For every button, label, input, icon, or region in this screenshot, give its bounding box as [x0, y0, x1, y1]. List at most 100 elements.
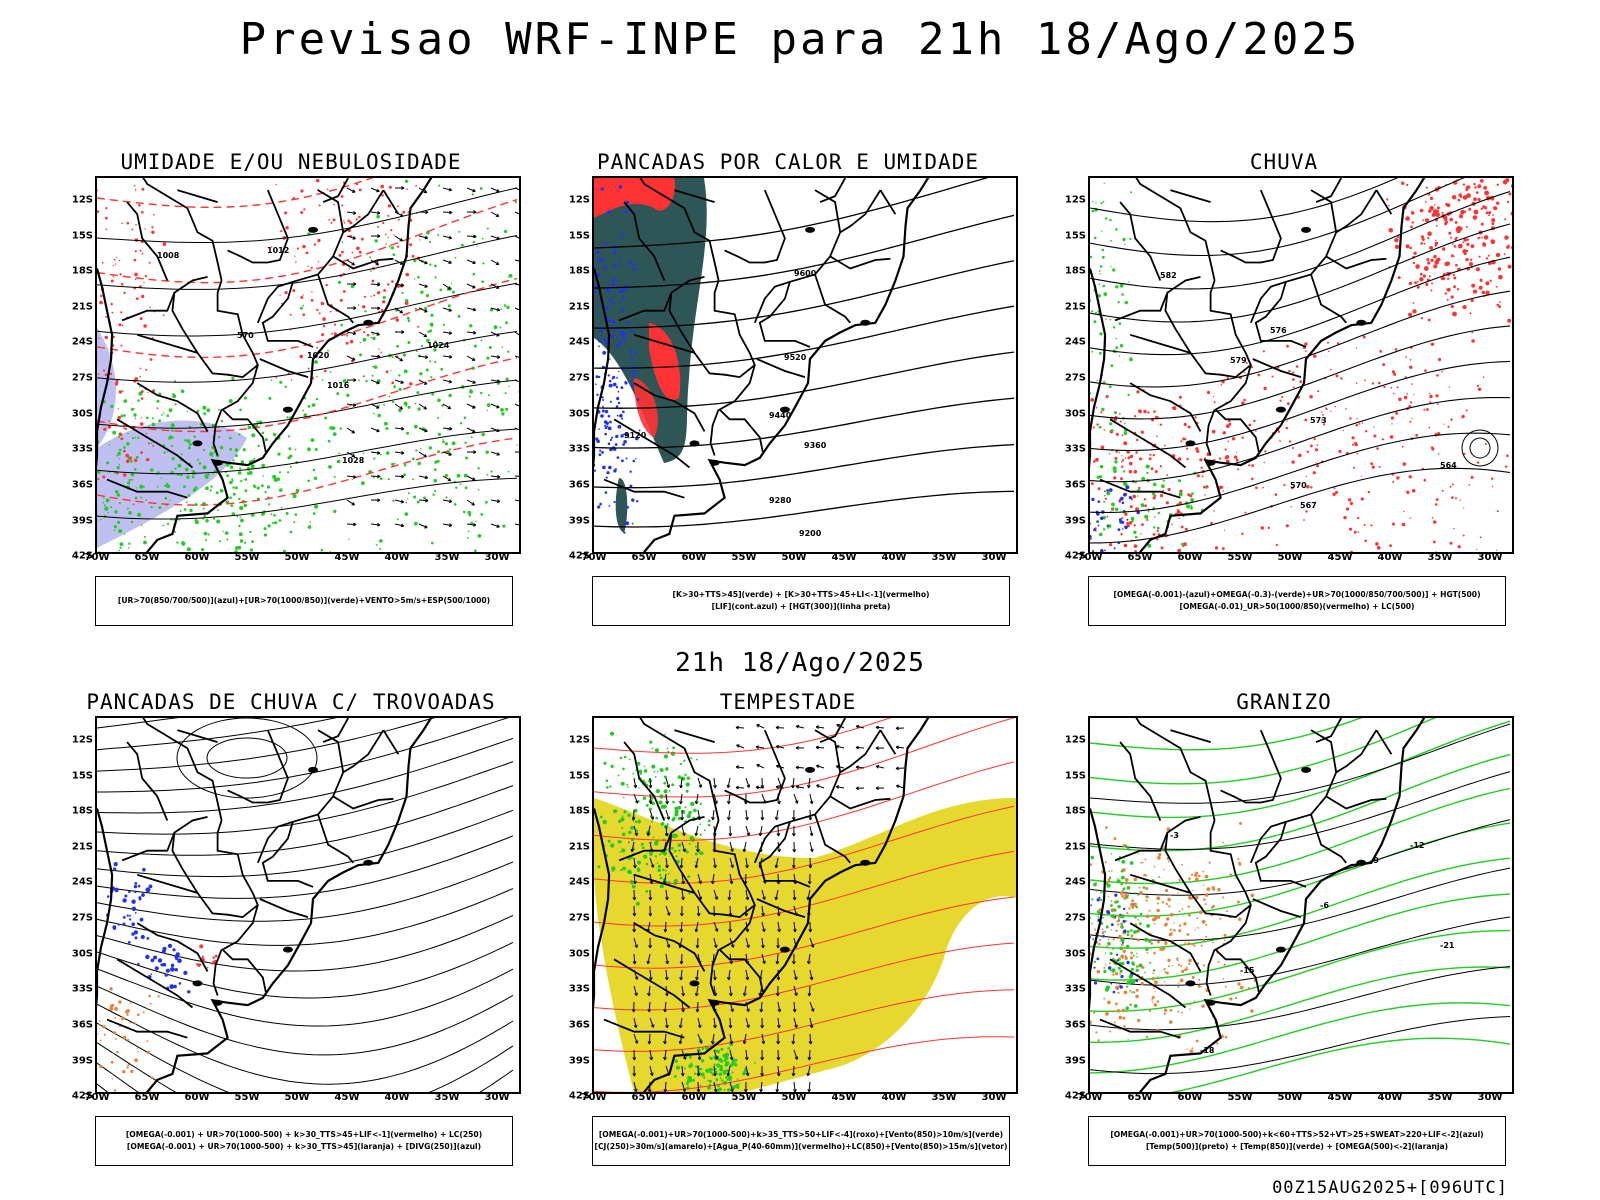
wind-arrow-head: [679, 800, 683, 805]
field-speck: [629, 758, 631, 761]
field-speck: [1197, 874, 1201, 878]
field-speck: [663, 775, 667, 779]
political-border: [136, 382, 209, 432]
wind-arrow-head: [351, 429, 356, 434]
field-speck: [607, 442, 611, 446]
wind-arrow: [370, 187, 380, 192]
field-speck: [1125, 877, 1128, 881]
field-speck: [1264, 450, 1267, 453]
field-speck: [1356, 418, 1358, 420]
field-speck: [217, 509, 219, 512]
field-speck: [1447, 425, 1450, 428]
wind-arrow-head: [791, 865, 796, 869]
field-speck: [707, 1070, 711, 1073]
map-svg: [97, 718, 514, 1092]
political-border: [1205, 409, 1216, 456]
field-speck: [1188, 913, 1191, 917]
field-speck: [132, 437, 135, 440]
wind-arrow-head: [729, 960, 733, 965]
field-speck: [667, 872, 670, 875]
field-speck: [1123, 980, 1125, 983]
wind-arrow-head: [807, 993, 812, 997]
field-speck: [243, 503, 247, 508]
field-speck: [390, 229, 393, 232]
legend-line: [OMEGA(-0.001) + UR>70(1000-500) + k>30_…: [126, 1142, 482, 1151]
field-speck: [329, 426, 333, 430]
field-speck: [1203, 898, 1206, 901]
wind-arrow-head: [448, 499, 453, 504]
legend-line: [CJ(250)>30m/s](amarelo)+[Agua_P(40-60mm…: [594, 1142, 1008, 1151]
panel-title: PANCADAS POR CALOR E UMIDADE: [596, 150, 979, 174]
field-speck: [287, 471, 290, 474]
field-speck: [461, 243, 464, 247]
contour-line: [1090, 966, 1511, 1043]
field-speck: [1125, 944, 1130, 949]
field-speck: [1126, 912, 1129, 915]
field-speck: [144, 228, 146, 230]
wind-arrow: [776, 745, 785, 749]
field-speck: [162, 412, 165, 414]
field-speck: [1109, 969, 1112, 972]
field-speck: [152, 445, 155, 447]
field-speck: [671, 818, 675, 822]
field-speck: [219, 445, 224, 450]
political-border: [633, 873, 695, 894]
field-speck: [656, 862, 659, 864]
longitude-tick-label: 50W: [284, 1092, 310, 1103]
field-speck: [614, 278, 617, 282]
field-speck: [139, 317, 143, 321]
wind-arrow-head: [666, 784, 670, 788]
political-border: [177, 729, 218, 743]
wind-arrow: [647, 921, 651, 932]
field-speck: [349, 221, 353, 225]
wind-arrow-head: [375, 261, 380, 266]
field-speck: [312, 512, 316, 515]
field-speck: [202, 448, 205, 452]
field-speck: [1092, 200, 1094, 203]
wind-arrow: [836, 786, 845, 789]
longitude-tick-label: 40W: [881, 1092, 907, 1103]
field-speck: [1123, 990, 1128, 995]
field-speck: [403, 463, 407, 467]
field-speck: [624, 209, 628, 213]
field-speck: [118, 390, 123, 394]
field-speck: [141, 187, 145, 191]
field-speck: [1194, 877, 1199, 882]
field-speck: [110, 1060, 114, 1064]
field-speck: [370, 270, 372, 272]
wind-arrow-head: [774, 864, 779, 869]
political-border: [1375, 729, 1393, 755]
field-speck: [1373, 434, 1377, 438]
field-speck: [405, 299, 409, 303]
longitude-tick-label: 70W: [1077, 1092, 1103, 1103]
wind-arrow-head: [473, 234, 477, 239]
wind-arrow-head: [735, 725, 739, 730]
wind-arrow: [729, 1049, 733, 1060]
wind-arrow-head: [496, 499, 501, 503]
latitude-tick-label: 24S: [1064, 876, 1086, 888]
lake-mark: [363, 319, 374, 326]
wind-arrow: [776, 786, 785, 789]
field-speck: [403, 369, 408, 374]
field-speck: [1152, 969, 1156, 972]
field-speck: [415, 449, 418, 452]
field-speck: [505, 321, 508, 325]
field-speck: [622, 337, 627, 341]
field-speck: [1130, 929, 1133, 932]
field-speck: [1101, 255, 1105, 259]
wind-arrow-head: [729, 1056, 734, 1061]
field-speck: [685, 782, 690, 787]
field-speck: [1473, 182, 1476, 186]
streamline: [97, 1022, 514, 1092]
field-speck: [615, 405, 619, 408]
wind-arrow: [442, 259, 452, 264]
longitude-tick-label: 40W: [1377, 1092, 1403, 1103]
field-speck: [613, 809, 618, 814]
wind-arrow: [681, 985, 684, 996]
field-speck: [1178, 479, 1181, 483]
field-speck: [395, 318, 399, 322]
wind-arrow-head: [895, 745, 900, 750]
field-speck: [127, 941, 131, 944]
field-speck: [1196, 449, 1200, 453]
field-speck: [1103, 969, 1107, 974]
